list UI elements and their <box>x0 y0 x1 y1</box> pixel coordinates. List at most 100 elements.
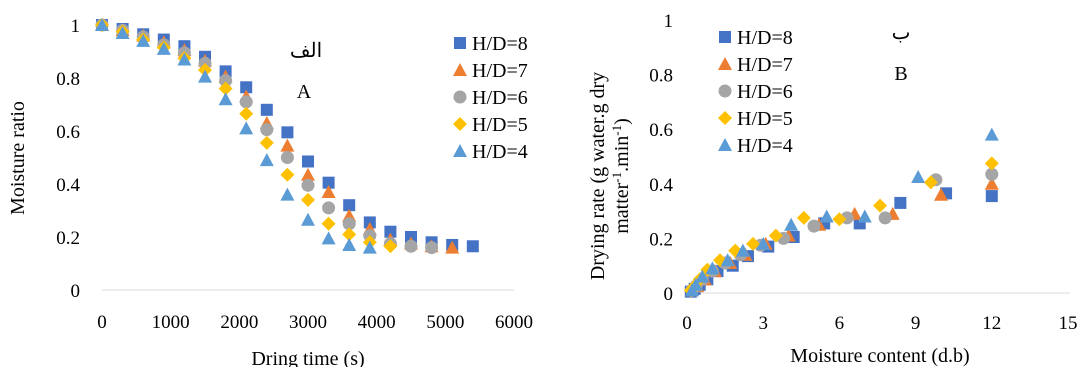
series-h-d-4 <box>95 18 377 254</box>
data-point-h-d-4 <box>239 121 254 135</box>
data-point-h-d-7 <box>445 240 460 254</box>
x-tick-label: 1000 <box>152 312 190 333</box>
data-point-h-d-8 <box>343 199 356 212</box>
chart-a-legend: H/D=8 H/D=7 H/D=6 H/D=5 H/D=4 <box>453 33 528 163</box>
x-tick-label: 6000 <box>495 312 533 333</box>
chart-b: 0 3 6 9 12 15 0 0.2 0.4 0.6 0.8 1 Moisture content … <box>587 11 1078 367</box>
y-tick-label: 0.6 <box>56 122 80 143</box>
y-tick-label: 1 <box>71 16 81 37</box>
data-point-h-d-6 <box>260 123 274 137</box>
legend-marker-h-d-7 <box>453 63 467 76</box>
data-point-h-d-5 <box>259 135 274 150</box>
x-tick-label: 5000 <box>426 312 464 333</box>
y-tick-label: 0.6 <box>649 120 673 141</box>
data-point-h-d-4 <box>321 231 336 245</box>
series-h-d-4 <box>685 127 999 297</box>
data-point-h-d-4 <box>342 237 357 251</box>
legend-marker-h-d-4 <box>453 144 467 157</box>
chart-b-legend: H/D=8 H/D=7 H/D=6 H/D=5 H/D=4 <box>718 27 793 157</box>
data-point-h-d-7 <box>280 138 295 152</box>
chart-b-ticks: 0 3 6 9 12 15 0 0.2 0.4 0.6 0.8 1 <box>649 11 1077 334</box>
data-point-h-d-8 <box>894 196 907 209</box>
y-tick-label: 1 <box>664 11 674 32</box>
x-tick-label: 3 <box>758 313 768 334</box>
data-point-h-d-4 <box>259 153 274 167</box>
data-point-h-d-4 <box>857 209 872 223</box>
data-point-h-d-4 <box>735 243 750 257</box>
data-point-h-d-5 <box>383 239 398 254</box>
y-tick-label: 0.4 <box>56 175 80 196</box>
data-point-h-d-7 <box>301 167 315 181</box>
data-point-h-d-4 <box>984 127 999 141</box>
legend-item-h-d-6: H/D=6 <box>718 81 793 103</box>
data-point-h-d-5 <box>342 227 357 242</box>
x-tick-label: 2000 <box>220 312 258 333</box>
legend-label: H/D=8 <box>472 33 528 55</box>
y-tick-label: 0.4 <box>649 175 673 196</box>
x-tick-label: 6 <box>835 313 845 334</box>
data-point-h-d-8 <box>281 126 294 139</box>
data-point-h-d-4 <box>705 261 720 275</box>
y-tick-label: 0.8 <box>56 69 80 90</box>
data-point-h-d-6 <box>985 167 999 181</box>
data-point-h-d-4 <box>911 169 926 183</box>
data-point-h-d-5 <box>280 167 295 182</box>
legend-item-h-d-7: H/D=7 <box>453 60 528 82</box>
data-point-h-d-4 <box>784 217 799 231</box>
legend-label: H/D=6 <box>472 87 528 109</box>
data-point-h-d-5 <box>301 192 315 207</box>
x-tick-label: 4000 <box>358 312 396 333</box>
data-point-h-d-6 <box>425 241 439 255</box>
data-point-h-d-4 <box>301 212 315 226</box>
data-point-h-d-6 <box>219 74 233 88</box>
legend-marker-h-d-7 <box>718 57 732 70</box>
data-point-h-d-5 <box>239 106 254 121</box>
data-point-h-d-6 <box>878 211 892 225</box>
legend-item-h-d-4: H/D=4 <box>718 135 793 157</box>
y-tick-label: 0.2 <box>649 229 673 250</box>
data-point-h-d-4 <box>720 253 735 267</box>
legend-label: H/D=5 <box>737 108 793 130</box>
data-point-h-d-8 <box>384 225 397 238</box>
data-point-h-d-7 <box>984 176 999 190</box>
data-point-h-d-4 <box>177 52 192 66</box>
legend-item-h-d-6: H/D=6 <box>453 87 528 109</box>
legend-item-h-d-8: H/D=8 <box>454 33 528 55</box>
series-h-d-6 <box>685 167 999 297</box>
data-point-h-d-6 <box>280 151 294 164</box>
legend-item-h-d-8: H/D=8 <box>719 27 793 49</box>
data-point-h-d-6 <box>342 217 356 231</box>
legend-label: H/D=6 <box>737 81 793 103</box>
x-tick-label: 0 <box>97 312 107 333</box>
series-h-d-8 <box>96 19 479 253</box>
data-point-h-d-6 <box>301 178 315 192</box>
chart-a-annotation-fa: الف <box>290 40 322 62</box>
x-tick-label: 0 <box>682 313 692 334</box>
x-tick-label: 12 <box>982 313 1001 334</box>
data-point-h-d-8 <box>985 190 998 203</box>
data-point-h-d-4 <box>95 18 109 31</box>
data-point-h-d-5 <box>746 236 761 251</box>
legend-marker-h-d-6 <box>453 90 467 104</box>
data-point-h-d-8 <box>260 103 273 116</box>
data-point-h-d-5 <box>832 212 847 227</box>
data-point-h-d-4 <box>115 25 130 39</box>
legend-marker-h-d-8 <box>454 37 466 49</box>
legend-marker-h-d-8 <box>719 31 731 43</box>
data-point-h-d-8 <box>322 176 335 189</box>
data-point-h-d-4 <box>362 240 377 254</box>
data-point-h-d-5 <box>923 175 938 190</box>
data-point-h-d-8 <box>302 155 314 168</box>
y-tick-label: 0.8 <box>649 66 673 87</box>
legend-label: H/D=7 <box>737 54 793 76</box>
x-tick-label: 15 <box>1059 313 1078 334</box>
data-point-h-d-6 <box>807 219 821 233</box>
legend-item-h-d-4: H/D=4 <box>453 141 528 163</box>
legend-marker-h-d-6 <box>718 84 732 98</box>
chart-b-ylabel-line1: Drying rate (g water.g dry <box>587 72 609 280</box>
chart-a: 0 1000 2000 3000 4000 5000 600000.20.40.60.81 … <box>7 16 533 367</box>
chart-b-ylabel-line2: matter-1.min-1) <box>609 118 633 234</box>
data-point-h-d-4 <box>198 69 212 83</box>
legend-item-h-d-5: H/D=5 <box>718 108 793 130</box>
